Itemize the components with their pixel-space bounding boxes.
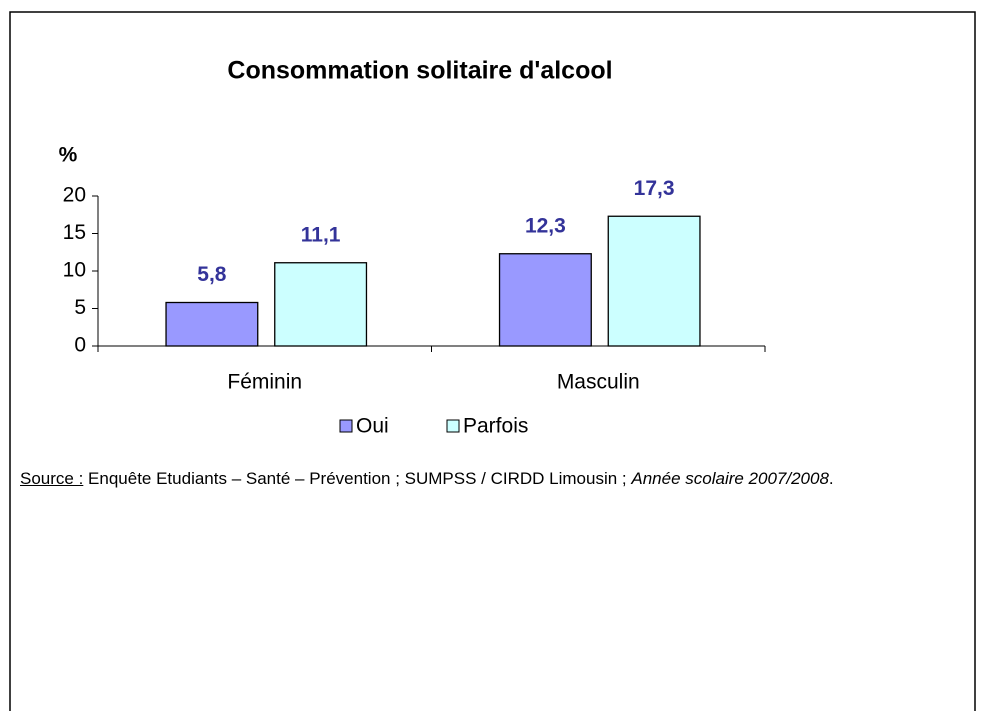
value-label: 17,3 <box>634 177 675 200</box>
value-label: 12,3 <box>525 214 566 237</box>
legend-swatch <box>339 419 353 433</box>
legend-swatch <box>446 419 460 433</box>
value-label: 5,8 <box>197 263 227 286</box>
source-label: Source : <box>20 469 84 488</box>
source-period: Année scolaire 2007/2008 <box>631 469 829 488</box>
y-tick-label: 15 <box>63 221 86 244</box>
bar <box>165 301 259 347</box>
y-axis-label: % <box>59 144 78 167</box>
bar <box>498 253 592 347</box>
bar <box>274 262 368 347</box>
frame <box>9 11 976 711</box>
source-text: Enquête Etudiants – Santé – Prévention ;… <box>83 469 632 488</box>
y-tick-label: 0 <box>74 334 86 357</box>
x-tick-label: Féminin <box>227 371 302 394</box>
bar <box>607 215 701 347</box>
source-note: Source : Enquête Etudiants – Santé – Pré… <box>20 469 950 489</box>
source-end: . <box>828 469 834 488</box>
y-tick-label: 5 <box>74 296 86 319</box>
y-tick-label: 20 <box>63 184 86 207</box>
chart-title: Consommation solitaire d'alcool <box>227 57 612 85</box>
legend-label: Oui <box>356 415 389 438</box>
value-label: 11,1 <box>301 223 341 246</box>
y-tick-label: 10 <box>63 259 86 282</box>
legend-label: Parfois <box>463 415 528 438</box>
x-tick-label: Masculin <box>557 371 640 394</box>
